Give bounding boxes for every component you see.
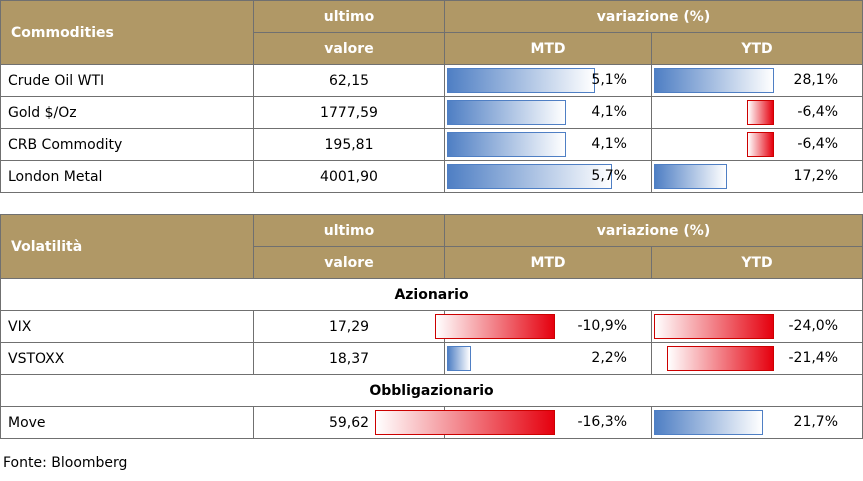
- change-header: variazione (%): [443, 214, 863, 247]
- ytd-cell: -21,4%: [650, 342, 863, 375]
- table-row: CRB Commodity 195,81 4,1% -6,4%: [0, 128, 863, 161]
- row-last-value: 4001,90: [253, 160, 445, 193]
- mtd-value: 4,1%: [591, 136, 627, 152]
- ytd-value: 21,7%: [793, 414, 839, 430]
- mtd-cell: 5,1%: [444, 64, 652, 97]
- mtd-value: -16,3%: [577, 414, 627, 430]
- row-last-value: 195,81: [253, 128, 445, 161]
- commodities-header-label: Commodities: [0, 0, 254, 65]
- table-row: Gold $/Oz 1777,59 4,1% -6,4%: [0, 96, 863, 129]
- section-equity: Azionario: [0, 278, 863, 311]
- ytd-positive-bar: [654, 164, 728, 189]
- table-row: VIX 17,29 -10,9% -24,0%: [0, 310, 863, 343]
- table-row: Move 59,62 -16,3% 21,7%: [0, 406, 863, 439]
- mtd-positive-bar: [447, 132, 567, 157]
- ytd-negative-bar: [667, 346, 774, 371]
- ytd-value: -6,4%: [797, 136, 839, 152]
- mtd-positive-bar: [447, 346, 472, 371]
- ytd-cell: -6,4%: [650, 128, 863, 161]
- ytd-negative-bar: [746, 132, 774, 157]
- mtd-positive-bar: [447, 100, 567, 125]
- row-last-value: 17,29: [253, 310, 445, 343]
- row-name: Move: [0, 406, 254, 439]
- mtd-value: 4,1%: [591, 104, 627, 120]
- ytd-negative-bar: [654, 314, 774, 339]
- last-value-header-line2: valore: [253, 32, 445, 65]
- last-value-header-line1: ultimo: [253, 214, 445, 247]
- mtd-cell: 4,1%: [444, 128, 652, 161]
- mtd-cell: 2,2%: [444, 342, 652, 375]
- ytd-value: -24,0%: [788, 318, 839, 334]
- mtd-value: 2,2%: [591, 350, 627, 366]
- ytd-cell: 28,1%: [650, 64, 863, 97]
- table-row: London Metal 4001,90 5,7% 17,2%: [0, 160, 863, 193]
- ytd-header: YTD: [650, 32, 863, 65]
- volatility-header-label: Volatilità: [0, 214, 254, 279]
- row-name: Crude Oil WTI: [0, 64, 254, 97]
- mtd-cell: 5,7%: [444, 160, 652, 193]
- ytd-cell: 21,7%: [650, 406, 863, 439]
- ytd-value: 17,2%: [793, 168, 839, 184]
- row-name: VIX: [0, 310, 254, 343]
- mtd-cell: -16,3%: [375, 406, 652, 439]
- last-value-header-line1: ultimo: [253, 0, 445, 33]
- mtd-value: 5,1%: [591, 72, 627, 88]
- volatility-table: Volatilità ultimo variazione (%) valore …: [0, 214, 863, 439]
- mtd-negative-bar: [375, 410, 555, 435]
- ytd-cell: -24,0%: [650, 310, 863, 343]
- mtd-header: MTD: [444, 32, 652, 65]
- mtd-positive-bar: [447, 68, 596, 93]
- row-name: VSTOXX: [0, 342, 254, 375]
- row-name: London Metal: [0, 160, 254, 193]
- mtd-negative-bar: [434, 314, 555, 339]
- ytd-cell: 17,2%: [650, 160, 863, 193]
- source-note: Fonte: Bloomberg: [3, 455, 128, 471]
- mtd-cell: -10,9%: [434, 310, 652, 343]
- mtd-positive-bar: [447, 164, 613, 189]
- ytd-cell: -6,4%: [650, 96, 863, 129]
- row-name: CRB Commodity: [0, 128, 254, 161]
- table-row: Crude Oil WTI 62,15 5,1% 28,1%: [0, 64, 863, 97]
- commodities-table: Commodities ultimo variazione (%) valore…: [0, 0, 863, 193]
- ytd-value: -21,4%: [788, 350, 839, 366]
- row-last-value: 1777,59: [253, 96, 445, 129]
- row-last-value: 62,15: [253, 64, 445, 97]
- last-value-header-line2: valore: [253, 246, 445, 279]
- row-last-value: 18,37: [253, 342, 445, 375]
- ytd-value: 28,1%: [793, 72, 839, 88]
- mtd-cell: 4,1%: [444, 96, 652, 129]
- ytd-negative-bar: [746, 100, 774, 125]
- table-row: VSTOXX 18,37 2,2% -21,4%: [0, 342, 863, 375]
- ytd-positive-bar: [654, 410, 763, 435]
- change-header: variazione (%): [443, 0, 863, 33]
- ytd-positive-bar: [654, 68, 774, 93]
- ytd-value: -6,4%: [797, 104, 839, 120]
- section-bond: Obbligazionario: [0, 374, 863, 407]
- ytd-header: YTD: [650, 246, 863, 279]
- mtd-header: MTD: [444, 246, 652, 279]
- mtd-value: -10,9%: [577, 318, 627, 334]
- mtd-value: 5,7%: [591, 168, 627, 184]
- row-name: Gold $/Oz: [0, 96, 254, 129]
